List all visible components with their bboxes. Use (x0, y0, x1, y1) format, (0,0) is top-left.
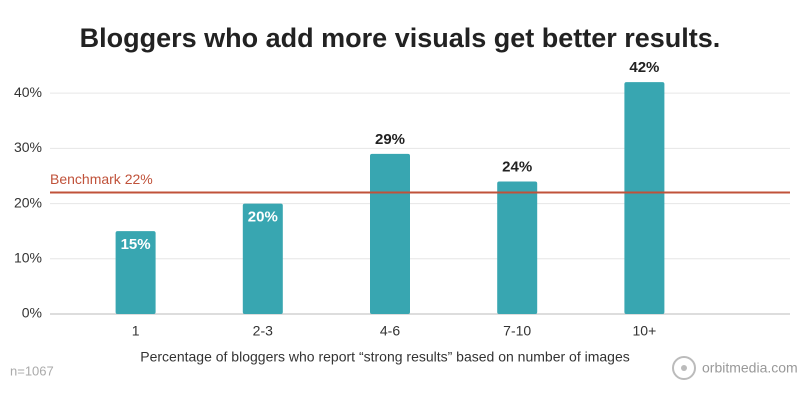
value-label: 29% (375, 131, 405, 148)
y-tick-label: 20% (14, 194, 42, 210)
x-tick-label: 10+ (633, 323, 657, 339)
x-tick-label: 2-3 (253, 323, 273, 339)
x-tick-label: 7-10 (503, 323, 531, 339)
value-label: 42% (629, 59, 659, 76)
x-axis-label: Percentage of bloggers who report “stron… (140, 349, 630, 365)
source: orbitmedia.com (702, 360, 798, 376)
bar (242, 203, 283, 314)
bar (370, 153, 410, 314)
logo-icon (672, 356, 696, 380)
y-tick-label: 0% (22, 305, 42, 321)
y-tick-label: 40% (14, 84, 42, 100)
x-tick-label: 1 (132, 323, 140, 339)
value-label: 15% (121, 236, 151, 253)
y-tick-label: 30% (14, 139, 42, 155)
value-label: 20% (248, 209, 278, 226)
note: n=1067 (10, 363, 54, 378)
y-tick-label: 10% (14, 249, 42, 265)
benchmark-label: Benchmark 22% (50, 171, 153, 187)
bar (497, 181, 538, 314)
value-label: 24% (502, 158, 532, 175)
bar (115, 231, 156, 314)
bar (624, 82, 665, 314)
x-tick-label: 4-6 (380, 323, 400, 339)
chart-title: Bloggers who add more visuals get better… (80, 23, 721, 53)
logo-dot (681, 365, 687, 371)
